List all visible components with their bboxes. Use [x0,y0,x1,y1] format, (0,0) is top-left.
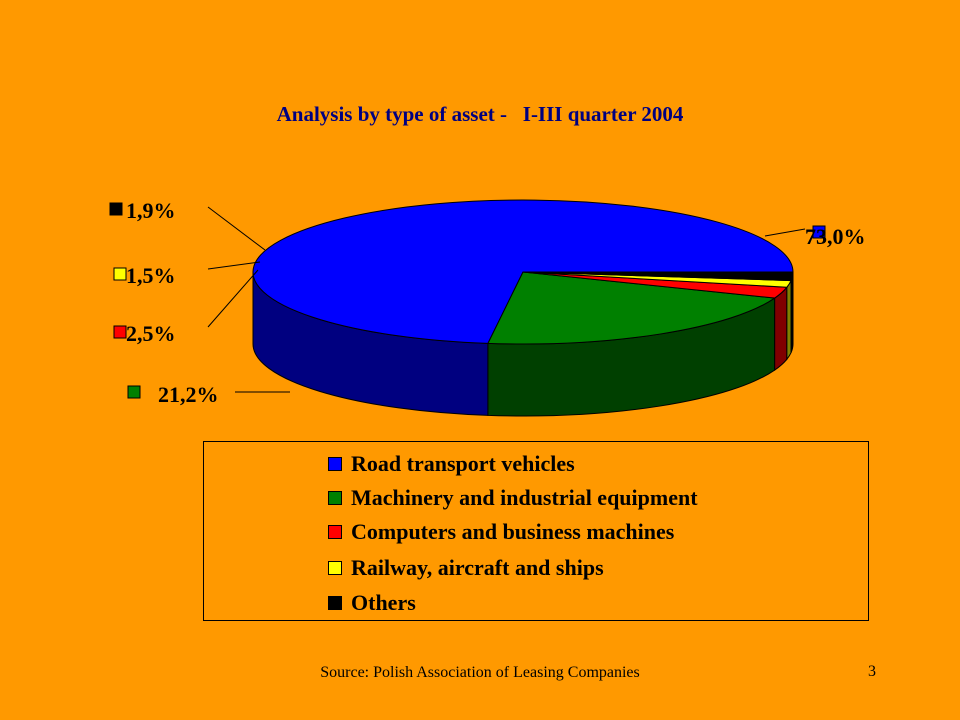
pie-slice-machinery [487,271,777,345]
legend-swatch-machinery [328,491,342,505]
legend-label-railway: Railway, aircraft and ships [351,555,604,580]
legend-swatch-computers [328,525,342,539]
pie-side-computers [774,285,788,372]
legend-item-computers: Computers and business machines [328,517,674,547]
pie-slice-others [522,271,794,282]
source-note: Source: Polish Association of Leasing Co… [320,664,640,681]
data-label-road: 73,0% [805,224,866,249]
leader-line-road [764,228,806,237]
legend-item-machinery: Machinery and industrial equipment [328,483,698,513]
legend-item-road: Road transport vehicles [328,449,575,479]
label-swatch-road [812,225,826,239]
legend-item-railway: Railway, aircraft and ships [328,553,604,583]
page-number: 3 [868,663,876,680]
label-swatch-machinery [127,385,141,399]
label-swatch-computers [113,325,127,339]
chart-title: Analysis by type of asset - I-III quarte… [276,102,684,126]
legend-label-others: Others [351,590,416,615]
legend-item-others: Others [328,588,416,618]
legend-swatch-others [328,596,342,610]
leader-line-railway [207,261,261,270]
legend: Road transport vehicles Machinery and in… [203,441,869,621]
data-label-machinery: 21,2% [158,382,219,407]
pie-chart: 73,0% 21,2% 2,5% 1,5% 1,9% [109,198,866,417]
label-swatch-others [109,202,123,216]
leader-line-others [207,206,266,251]
legend-swatch-road [328,457,342,471]
label-swatch-railway [113,267,127,281]
legend-swatch-railway [328,561,342,575]
pie-side-others [790,271,794,353]
data-label-railway: 1,5% [126,263,176,288]
legend-label-machinery: Machinery and industrial equipment [351,485,698,510]
data-label-computers: 2,5% [126,321,176,346]
leader-line-computers [207,269,259,328]
legend-label-road: Road transport vehicles [351,451,575,476]
data-label-others: 1,9% [126,198,176,223]
legend-label-computers: Computers and business machines [351,519,675,544]
pie-side-railway [786,280,792,361]
